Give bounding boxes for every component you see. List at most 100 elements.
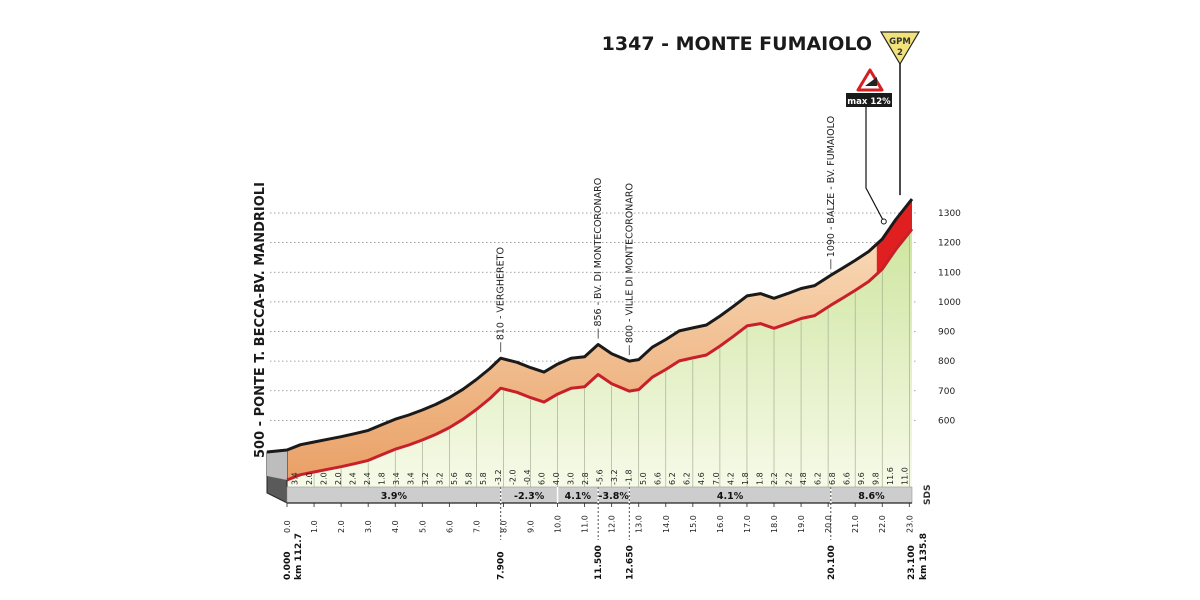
km-gradient-label: 6.0 [537,472,546,485]
start-race-km-label: km 112.7 [294,533,304,580]
xtick-label-16.0: 16.0 [716,515,725,533]
end-distance-label: 23.100 [907,545,917,580]
km-gradient-label: 5.8 [465,472,474,485]
xtick-label-9.0: 9.0 [527,520,536,533]
km-gradient-label: 2.8 [581,472,590,485]
xtick-label-21.0: 21.0 [851,515,860,533]
km-gradient-label: 1.8 [741,472,750,485]
max-gradient-label: max 12% [847,97,891,107]
distance-marker-label: 20.100 [827,545,837,580]
xtick-label-1.0: 1.0 [310,520,319,533]
km-gradient-label: 1.8 [377,472,386,485]
km-gradient-label: 6.2 [668,472,677,485]
labels: 600 700 800 900 1000 1100 1200 1300 3.9% -2.3% 4.1… [253,33,961,580]
max-gradient-box [846,93,892,107]
end-race-km-label: km 135.8 [919,533,929,580]
xtick-label-5.0: 5.0 [418,520,427,533]
xtick-label-14.0: 14.0 [662,515,671,533]
summit-title: 1347 - MONTE FUMAIOLO [602,33,872,55]
km-gradient-label: 2.0 [305,472,314,485]
profile-outline [266,198,914,454]
ytick-label-700: 700 [938,387,955,397]
profile-area [266,199,912,504]
start-distance-label: 0.000 [283,552,293,580]
profile-orange-band [287,199,912,480]
segment-gradient-label: -2.3% [514,491,545,502]
steep-warning-glyph [865,77,877,86]
km-gradient-label: 1.8 [755,472,764,485]
start-cliff-top [267,450,287,480]
xtick-label-3.0: 3.0 [364,520,373,533]
km-gradient-label: 4.8 [799,472,808,485]
km-gradient-label: 6.2 [683,472,692,485]
km-gradient-label: 2.2 [770,472,779,485]
xtick-label-10.0: 10.0 [554,515,563,533]
km-gradient-label: 11.6 [886,467,895,485]
xtick-label-22.0: 22.0 [878,515,887,533]
xtick-label-18.0: 18.0 [770,515,779,533]
km-gradient-label: 3.4 [290,472,299,485]
km-gradient-label: 5.8 [479,472,488,485]
ytick-label-1200: 1200 [938,239,961,249]
profile-green-fill [287,229,912,487]
segment-gradient-label: 8.6% [858,491,885,502]
base-band [286,486,913,504]
xtick-label-17.0: 17.0 [743,515,752,533]
gpm-category: 2 [897,48,903,58]
km-gradient-label: 6.2 [814,472,823,485]
xtick-label-15.0: 15.0 [689,515,698,533]
km-gradient-label: 6.6 [843,472,852,485]
km-gradient-label: 3.2 [421,472,430,485]
xtick-label-6.0: 6.0 [445,520,454,533]
distance-marker-label: 11.500 [594,545,604,580]
steep-section-fill [876,199,912,274]
ytick-label-800: 800 [938,357,955,367]
distance-marker-label: 7.900 [497,552,507,580]
xtick-label-19.0: 19.0 [797,515,806,533]
km-gradient-label: 3.4 [407,472,416,485]
ytick-label-900: 900 [938,328,955,338]
xtick-label-0.0: 0.0 [283,520,292,533]
km-gradient-label: 3.0 [566,472,575,485]
km-lines [313,234,910,487]
point-label: 856 - BV. DI MONTECORONARO [593,178,604,327]
km-gradient-label: 2.0 [319,472,328,485]
xtick-label-4.0: 4.0 [391,520,400,533]
km-gradient-label: 5.6 [450,472,459,485]
xtick-label-12.0: 12.0 [608,515,617,533]
segment-gradient-label: 4.1% [565,491,592,502]
km-gradient-label: -3.2 [494,469,503,485]
km-gradient-label: 9.8 [872,472,881,485]
ytick-label-1100: 1100 [938,268,961,278]
steep-warning-icon [856,68,884,92]
km-gradient-label: 5.0 [639,472,648,485]
point-label: 800 - VILLE DI MONTECORONARO [624,183,635,343]
start-location-label: 500 - PONTE T. BECCA-BV. MANDRIOLI [253,182,268,458]
km-gradient-label: -1.8 [625,469,634,485]
segment-gradient-label: 3.9% [381,491,408,502]
profile-line [266,198,914,482]
km-gradient-label: 4.0 [552,472,561,485]
km-gradient-label: -2.0 [508,469,517,485]
ytick-label-600: 600 [938,416,955,426]
km-gradient-label: -3.2 [610,469,619,485]
km-gradient-label: 3.4 [392,472,401,485]
point-label: 1090 - BALZE - BV. FUMAIOLO [826,116,837,257]
segment-gradient-label: -3.8% [599,491,630,502]
km-gradient-label: 2.4 [348,472,357,485]
max-gradient-pointer [865,107,885,222]
km-gradient-label: 3.2 [436,472,445,485]
km-gradient-label: 7.0 [712,472,721,485]
km-gradient-label: 11.0 [901,467,910,485]
km-gradient-label: 2.4 [363,472,372,485]
segment-gradient-label: 4.1% [717,491,744,502]
xtick-label-7.0: 7.0 [472,520,481,533]
xtick-label-8.0: 8.0 [499,520,508,533]
xtick-label-11.0: 11.0 [581,515,590,533]
km-gradient-label: -0.4 [523,469,532,485]
point-label: 810 - VERGHERETO [496,247,507,340]
distance-marker-label: 12.650 [625,545,635,580]
brand-label: SDS [923,485,933,505]
